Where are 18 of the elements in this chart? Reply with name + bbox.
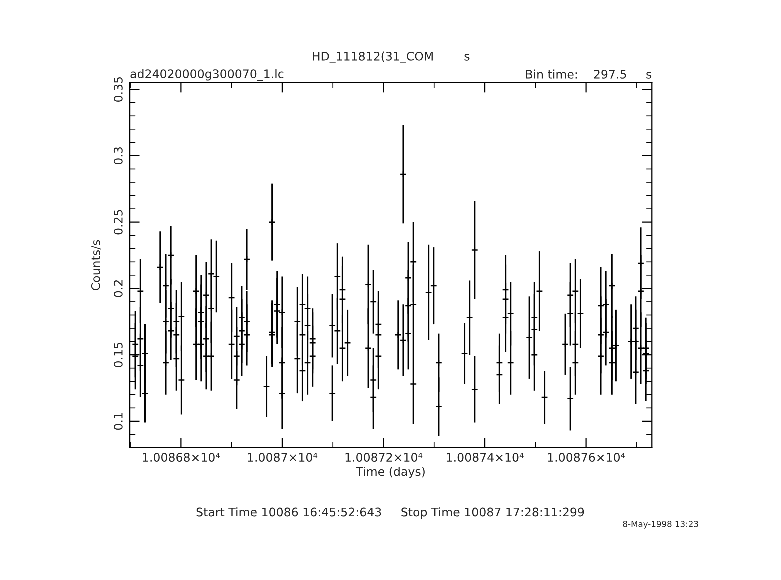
chart-title: HD_111812(31_COM s xyxy=(313,52,470,64)
x-axis-title: Time (days) xyxy=(356,467,425,478)
y-axis-title: Counts/s xyxy=(91,240,102,290)
y-tick-label: 0.2 xyxy=(114,280,123,298)
x-tick-label: 1.0087×10⁴ xyxy=(248,453,318,462)
x-tick-label: 1.00874×10⁴ xyxy=(447,453,524,462)
text: 8-May-1998 13:23 xyxy=(623,521,698,529)
text: Start Time 10086 16:45:52:643 Stop Time 10087 17:28:11:299 xyxy=(196,508,584,520)
text: Bin time: 297.5 s xyxy=(526,70,652,79)
x-tick-label: 1.00868×10⁴ xyxy=(143,453,220,462)
y-tick-label: 0.25 xyxy=(114,210,123,235)
x-tick-label: 1.00872×10⁴ xyxy=(346,453,423,462)
y-tick-label: 0.15 xyxy=(114,342,123,368)
y-tick-label: 0.1 xyxy=(114,413,123,430)
y-tick-label: 0.3 xyxy=(114,148,123,165)
y-tick-label: 0.35 xyxy=(114,77,123,102)
x-tick-label: 1.00876×10⁴ xyxy=(548,453,626,462)
chart-subtitle: ad24020000g300070_1.lc xyxy=(130,69,284,82)
